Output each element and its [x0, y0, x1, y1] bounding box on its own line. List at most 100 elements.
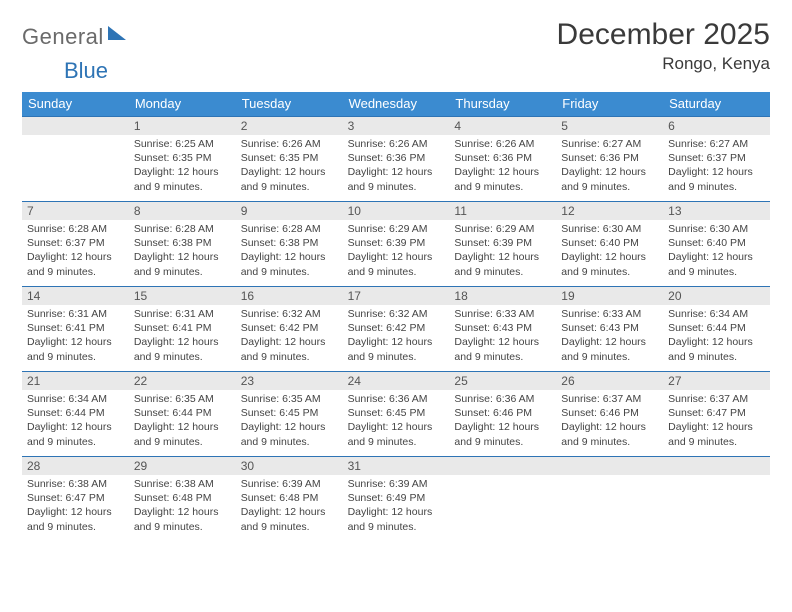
day-number: 14 — [22, 287, 129, 305]
calendar-day: 11Sunrise: 6:29 AMSunset: 6:39 PMDayligh… — [449, 202, 556, 286]
day-details: Sunrise: 6:32 AMSunset: 6:42 PMDaylight:… — [236, 305, 343, 368]
daylight-line: Daylight: 12 hours and 9 minutes. — [454, 420, 551, 448]
sunset-line: Sunset: 6:46 PM — [454, 406, 551, 420]
weekday-header: Thursday — [449, 92, 556, 116]
day-details — [663, 475, 770, 481]
sunset-line: Sunset: 6:43 PM — [454, 321, 551, 335]
calendar-day — [22, 117, 129, 201]
calendar-day — [663, 457, 770, 541]
sunrise-line: Sunrise: 6:39 AM — [348, 477, 445, 491]
day-number: 5 — [556, 117, 663, 135]
day-details: Sunrise: 6:39 AMSunset: 6:49 PMDaylight:… — [343, 475, 450, 538]
sunset-line: Sunset: 6:38 PM — [241, 236, 338, 250]
daylight-line: Daylight: 12 hours and 9 minutes. — [668, 250, 765, 278]
day-details: Sunrise: 6:30 AMSunset: 6:40 PMDaylight:… — [663, 220, 770, 283]
sunset-line: Sunset: 6:44 PM — [134, 406, 231, 420]
day-details: Sunrise: 6:34 AMSunset: 6:44 PMDaylight:… — [22, 390, 129, 453]
day-number: 27 — [663, 372, 770, 390]
calendar-day: 5 Sunrise: 6:27 AMSunset: 6:36 PMDaylight… — [556, 117, 663, 201]
logo: General — [22, 18, 128, 50]
sunset-line: Sunset: 6:49 PM — [348, 491, 445, 505]
day-number: 17 — [343, 287, 450, 305]
day-details: Sunrise: 6:31 AMSunset: 6:41 PMDaylight:… — [22, 305, 129, 368]
sunrise-line: Sunrise: 6:34 AM — [668, 307, 765, 321]
day-details: Sunrise: 6:37 AMSunset: 6:46 PMDaylight:… — [556, 390, 663, 453]
daylight-line: Daylight: 12 hours and 9 minutes. — [668, 420, 765, 448]
calendar-day: 25Sunrise: 6:36 AMSunset: 6:46 PMDayligh… — [449, 372, 556, 456]
day-details: Sunrise: 6:38 AMSunset: 6:47 PMDaylight:… — [22, 475, 129, 538]
daylight-line: Daylight: 12 hours and 9 minutes. — [561, 250, 658, 278]
day-number — [663, 457, 770, 475]
day-details: Sunrise: 6:35 AMSunset: 6:44 PMDaylight:… — [129, 390, 236, 453]
calendar-day: 29Sunrise: 6:38 AMSunset: 6:48 PMDayligh… — [129, 457, 236, 541]
sunrise-line: Sunrise: 6:26 AM — [241, 137, 338, 151]
calendar-week: 7Sunrise: 6:28 AMSunset: 6:37 PMDaylight… — [22, 201, 770, 286]
sunset-line: Sunset: 6:42 PM — [348, 321, 445, 335]
day-number: 2 — [236, 117, 343, 135]
daylight-line: Daylight: 12 hours and 9 minutes. — [561, 165, 658, 193]
day-number: 4 — [449, 117, 556, 135]
day-number: 26 — [556, 372, 663, 390]
sunset-line: Sunset: 6:44 PM — [27, 406, 124, 420]
sunrise-line: Sunrise: 6:31 AM — [27, 307, 124, 321]
sunrise-line: Sunrise: 6:27 AM — [561, 137, 658, 151]
calendar-day: 23Sunrise: 6:35 AMSunset: 6:45 PMDayligh… — [236, 372, 343, 456]
daylight-line: Daylight: 12 hours and 9 minutes. — [241, 250, 338, 278]
calendar-day: 2Sunrise: 6:26 AMSunset: 6:35 PMDaylight… — [236, 117, 343, 201]
logo-word1: General — [22, 24, 104, 50]
day-details: Sunrise: 6:33 AMSunset: 6:43 PMDaylight:… — [556, 305, 663, 368]
sunrise-line: Sunrise: 6:31 AM — [134, 307, 231, 321]
calendar-week: 1Sunrise: 6:25 AMSunset: 6:35 PMDaylight… — [22, 116, 770, 201]
sunset-line: Sunset: 6:37 PM — [27, 236, 124, 250]
calendar-day: 21Sunrise: 6:34 AMSunset: 6:44 PMDayligh… — [22, 372, 129, 456]
calendar-day: 14Sunrise: 6:31 AMSunset: 6:41 PMDayligh… — [22, 287, 129, 371]
weekday-header: Friday — [556, 92, 663, 116]
day-details: Sunrise: 6:35 AMSunset: 6:45 PMDaylight:… — [236, 390, 343, 453]
day-number: 23 — [236, 372, 343, 390]
sunrise-line: Sunrise: 6:30 AM — [561, 222, 658, 236]
calendar-day: 17Sunrise: 6:32 AMSunset: 6:42 PMDayligh… — [343, 287, 450, 371]
day-details: Sunrise: 6:36 AMSunset: 6:46 PMDaylight:… — [449, 390, 556, 453]
sunrise-line: Sunrise: 6:35 AM — [134, 392, 231, 406]
sunset-line: Sunset: 6:36 PM — [348, 151, 445, 165]
calendar-week: 14Sunrise: 6:31 AMSunset: 6:41 PMDayligh… — [22, 286, 770, 371]
calendar-day: 18Sunrise: 6:33 AMSunset: 6:43 PMDayligh… — [449, 287, 556, 371]
daylight-line: Daylight: 12 hours and 9 minutes. — [241, 505, 338, 533]
calendar-day: 12Sunrise: 6:30 AMSunset: 6:40 PMDayligh… — [556, 202, 663, 286]
day-number — [449, 457, 556, 475]
calendar-day: 28Sunrise: 6:38 AMSunset: 6:47 PMDayligh… — [22, 457, 129, 541]
sunrise-line: Sunrise: 6:28 AM — [134, 222, 231, 236]
sunrise-line: Sunrise: 6:27 AM — [668, 137, 765, 151]
sunset-line: Sunset: 6:36 PM — [561, 151, 658, 165]
sunset-line: Sunset: 6:38 PM — [134, 236, 231, 250]
day-number: 22 — [129, 372, 236, 390]
daylight-line: Daylight: 12 hours and 9 minutes. — [668, 165, 765, 193]
daylight-line: Daylight: 12 hours and 9 minutes. — [668, 335, 765, 363]
sunset-line: Sunset: 6:40 PM — [668, 236, 765, 250]
sunset-line: Sunset: 6:44 PM — [668, 321, 765, 335]
day-number: 8 — [129, 202, 236, 220]
weekday-header: Monday — [129, 92, 236, 116]
day-details: Sunrise: 6:36 AMSunset: 6:45 PMDaylight:… — [343, 390, 450, 453]
daylight-line: Daylight: 12 hours and 9 minutes. — [134, 505, 231, 533]
daylight-line: Daylight: 12 hours and 9 minutes. — [348, 165, 445, 193]
calendar-day: 30Sunrise: 6:39 AMSunset: 6:48 PMDayligh… — [236, 457, 343, 541]
sunrise-line: Sunrise: 6:36 AM — [454, 392, 551, 406]
daylight-line: Daylight: 12 hours and 9 minutes. — [454, 250, 551, 278]
calendar-day — [556, 457, 663, 541]
daylight-line: Daylight: 12 hours and 9 minutes. — [241, 165, 338, 193]
day-details: Sunrise: 6:37 AMSunset: 6:47 PMDaylight:… — [663, 390, 770, 453]
calendar-day: 4Sunrise: 6:26 AMSunset: 6:36 PMDaylight… — [449, 117, 556, 201]
day-number: 1 — [129, 117, 236, 135]
day-details: Sunrise: 6:29 AMSunset: 6:39 PMDaylight:… — [343, 220, 450, 283]
calendar-day: 22Sunrise: 6:35 AMSunset: 6:44 PMDayligh… — [129, 372, 236, 456]
weekday-header: Saturday — [663, 92, 770, 116]
calendar: SundayMondayTuesdayWednesdayThursdayFrid… — [22, 92, 770, 541]
day-details: Sunrise: 6:28 AMSunset: 6:37 PMDaylight:… — [22, 220, 129, 283]
sunset-line: Sunset: 6:48 PM — [134, 491, 231, 505]
calendar-day: 15Sunrise: 6:31 AMSunset: 6:41 PMDayligh… — [129, 287, 236, 371]
sunrise-line: Sunrise: 6:32 AM — [348, 307, 445, 321]
day-details: Sunrise: 6:28 AMSunset: 6:38 PMDaylight:… — [129, 220, 236, 283]
day-number: 7 — [22, 202, 129, 220]
sunset-line: Sunset: 6:46 PM — [561, 406, 658, 420]
